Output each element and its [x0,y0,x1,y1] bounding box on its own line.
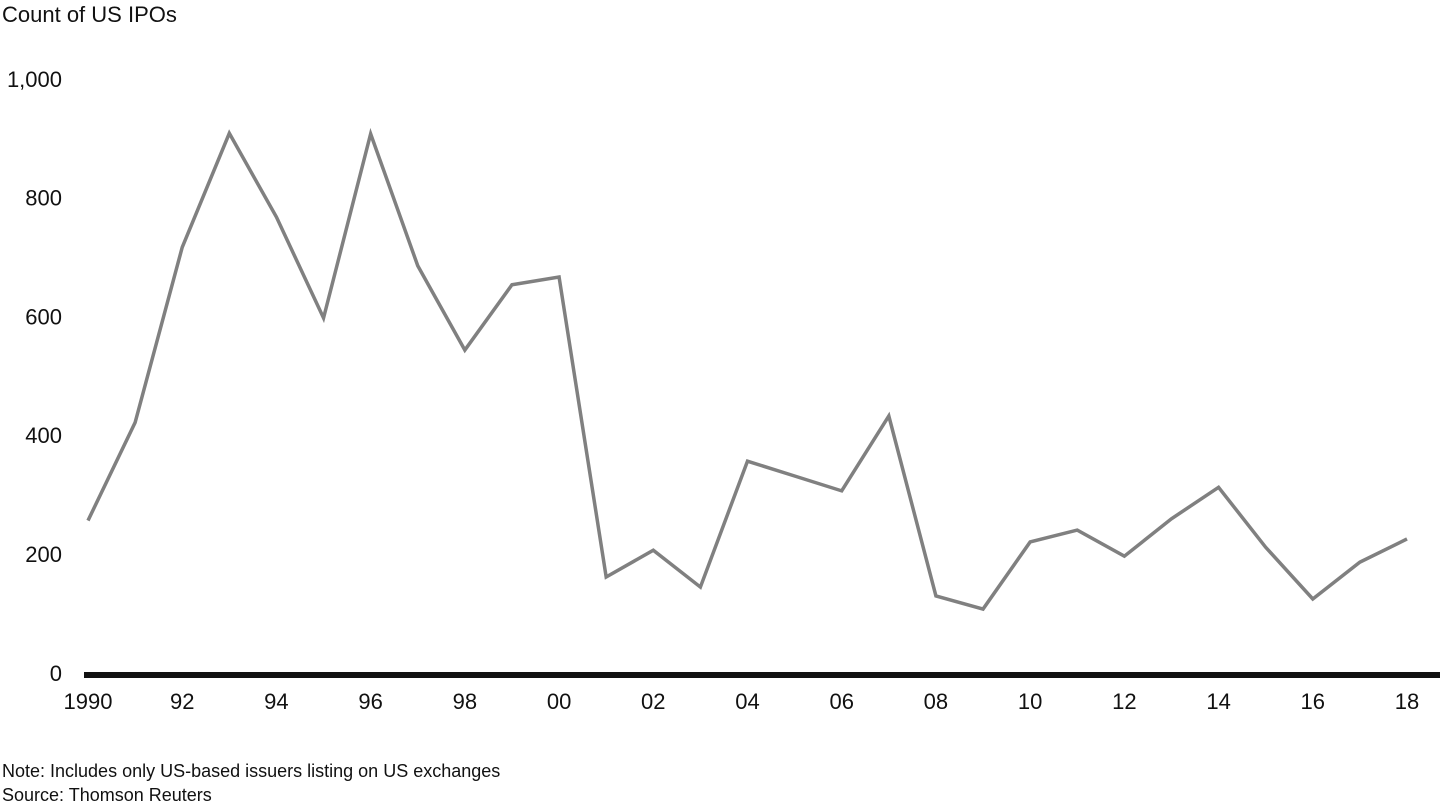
source: Source: Thomson Reuters [2,785,212,805]
x-tick-label: 10 [1018,689,1042,714]
y-tick-label: 400 [25,423,62,448]
y-tick-label: 800 [25,186,62,211]
x-tick-label: 98 [453,689,477,714]
data-line [86,127,1408,612]
y-tick-label: 600 [25,304,62,329]
x-tick-label: 96 [358,689,382,714]
x-tick-label: 14 [1206,689,1230,714]
x-tick-label: 08 [924,689,948,714]
x-tick-label: 18 [1395,689,1419,714]
x-tick-label: 06 [829,689,853,714]
x-tick-label: 94 [264,689,288,714]
x-tick-label: 1990 [64,689,113,714]
x-tick-label: 92 [170,689,194,714]
y-tick-label: 1,000 [7,67,62,92]
x-tick-label: 16 [1301,689,1325,714]
y-tick-label: 200 [25,542,62,567]
y-tick-label: 0 [50,661,62,686]
y-axis-title: Count of US IPOs [2,2,177,27]
note: Note: Includes only US-based issuers lis… [2,761,500,781]
x-tick-label: 02 [641,689,665,714]
x-tick-label: 00 [547,689,571,714]
x-tick-label: 12 [1112,689,1136,714]
x-tick-label: 04 [735,689,759,714]
